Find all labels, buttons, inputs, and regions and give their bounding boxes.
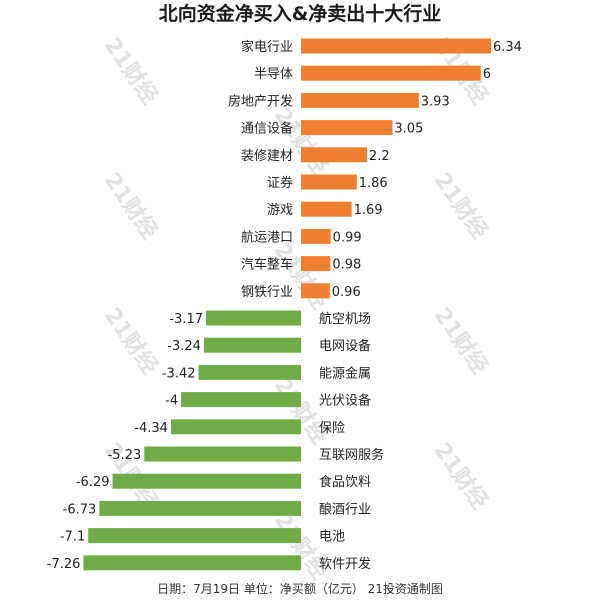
data-label: -6.73 [63, 502, 97, 517]
watermark-text: 21财经 [269, 238, 333, 314]
data-label: 6 [483, 67, 491, 82]
category-label: 家电行业 [241, 39, 293, 55]
watermark-text: 21财经 [269, 508, 333, 584]
bar [112, 473, 302, 489]
category-label: 游戏 [267, 203, 293, 218]
watermark-text: 21财经 [429, 438, 493, 514]
bar [301, 256, 331, 272]
data-label: 0.99 [333, 230, 362, 245]
category-label: 半导体 [254, 67, 293, 82]
data-label: 1.86 [359, 176, 388, 191]
bar [83, 555, 302, 571]
data-label: 3.93 [421, 94, 450, 109]
data-label: -5.23 [108, 448, 142, 463]
data-label: 0.96 [332, 285, 361, 300]
category-label: 电网设备 [319, 338, 371, 354]
category-label: 食品饮料 [319, 474, 371, 490]
category-label: 装修建材 [241, 149, 293, 164]
category-label: 钢铁行业 [241, 285, 293, 300]
bar [198, 364, 301, 380]
category-label: 能源金属 [319, 365, 371, 381]
watermark-text: 21财经 [269, 103, 333, 179]
bar [301, 120, 393, 136]
category-label: 房地产开发 [228, 93, 293, 109]
watermark-text: 21财经 [269, 373, 333, 449]
watermark-text: 21财经 [429, 303, 493, 379]
category-label: 软件开发 [319, 556, 371, 572]
bar [301, 147, 367, 163]
bar [181, 392, 301, 408]
data-label: -3.24 [167, 339, 201, 354]
bar [206, 310, 301, 326]
category-label: 汽车整车 [241, 257, 293, 273]
watermark-text: 21财经 [99, 303, 163, 379]
bar [301, 174, 357, 190]
data-label: -7.26 [47, 557, 81, 572]
data-label: -3.42 [162, 366, 196, 381]
data-label: 1.69 [354, 203, 383, 218]
category-label: 光伏设备 [319, 393, 371, 409]
category-label: 保险 [319, 421, 345, 436]
watermark-text: 21财经 [99, 33, 163, 109]
bar [301, 65, 481, 81]
bar [301, 228, 331, 244]
bar [301, 38, 491, 54]
data-label: 6.34 [493, 40, 522, 55]
data-label: -3.17 [169, 312, 203, 327]
bar [301, 201, 352, 217]
footer-note: 日期：7月19日 单位：净买额（亿元） 21投资通制图 [157, 581, 443, 596]
category-label: 航空机场 [319, 311, 371, 327]
data-label: 2.2 [369, 149, 390, 164]
bar [301, 92, 419, 108]
data-label: -4 [165, 394, 178, 409]
category-label: 互联网服务 [319, 447, 384, 463]
bars: 家电行业 6.34 半导体 6 房地产开发 3.93 通信设备 3.05 装修建材 2.2 证券 1.… [47, 38, 522, 572]
data-label: 0.98 [332, 258, 361, 273]
watermark-text: 21财经 [429, 168, 493, 244]
chart-title: 北向资金净买入&净卖出十大行业 [159, 2, 442, 25]
data-label: -7.1 [60, 530, 85, 545]
bar [88, 528, 302, 544]
bar [144, 446, 301, 462]
data-label: 3.05 [394, 122, 423, 137]
bar [99, 500, 301, 516]
category-label: 电池 [319, 530, 345, 545]
data-label: -6.29 [76, 475, 110, 490]
data-label: -4.34 [134, 421, 168, 436]
bar [203, 337, 301, 353]
category-label: 酿酒行业 [319, 501, 371, 517]
bar [170, 419, 301, 435]
category-label: 证券 [267, 175, 293, 191]
category-label: 航运港口 [241, 229, 293, 245]
category-label: 通信设备 [241, 121, 293, 137]
bar [301, 283, 330, 299]
watermark-text: 21财经 [99, 168, 163, 244]
